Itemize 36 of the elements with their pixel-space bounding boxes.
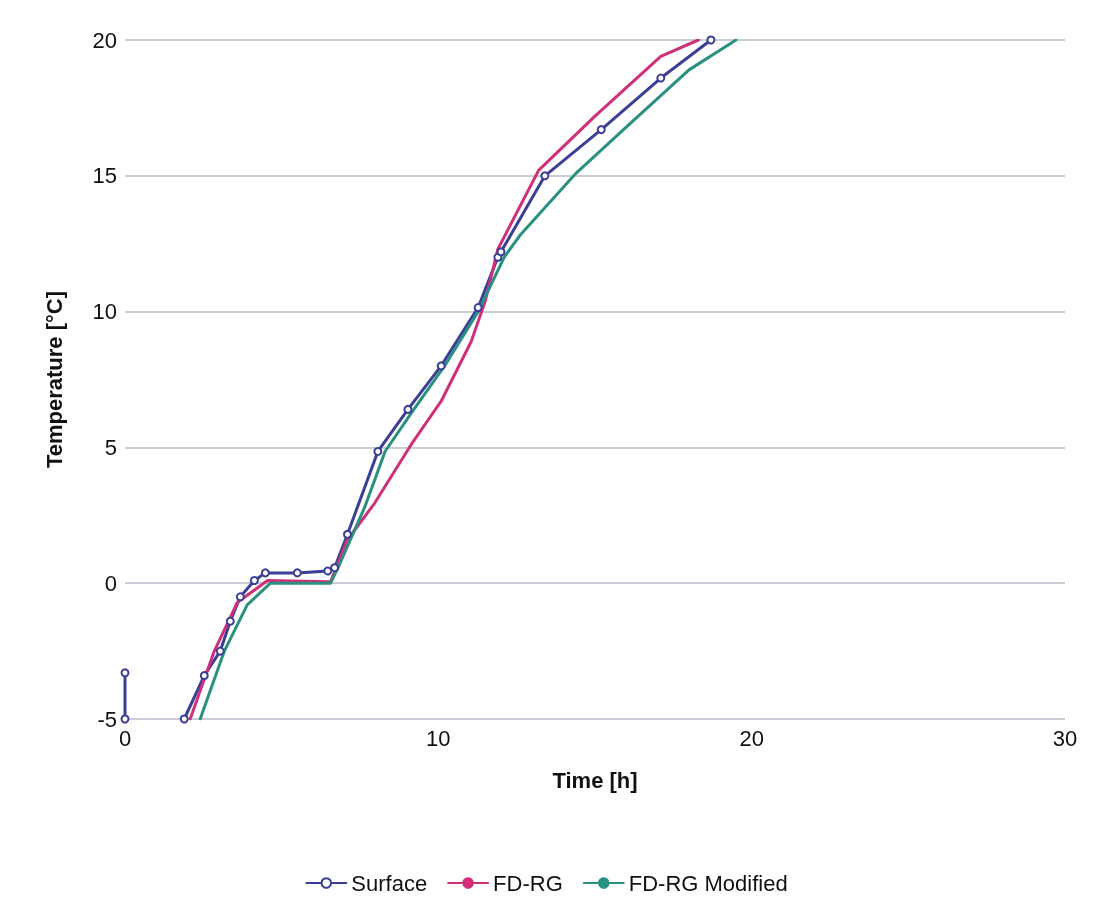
y-tick-label: 20 (92, 27, 117, 53)
legend-label: FD-RG Modified (628, 870, 788, 896)
point (323, 566, 333, 576)
point (706, 35, 716, 45)
legend-label: FD-RG (493, 870, 563, 896)
x-tick-label: 10 (426, 725, 451, 751)
x-axis-title: Time [h] (552, 767, 638, 793)
point (656, 73, 666, 83)
point (249, 575, 259, 585)
point (215, 646, 225, 656)
x-tick-label: 30 (1052, 725, 1078, 751)
point (342, 529, 352, 539)
point (373, 446, 383, 456)
point (179, 714, 189, 724)
point (292, 568, 302, 578)
point (330, 563, 340, 573)
y-tick-label: 5 (104, 434, 117, 460)
point (436, 361, 446, 371)
point (120, 668, 130, 678)
point (473, 303, 483, 313)
point (496, 247, 506, 257)
point (540, 171, 550, 181)
point (199, 671, 209, 681)
point (235, 592, 245, 602)
point (225, 616, 235, 626)
y-tick-label: 10 (92, 299, 117, 325)
point (596, 125, 606, 135)
y-tick-label: 0 (104, 570, 117, 596)
y-tick-label: 15 (92, 163, 117, 189)
x-tick-label: 20 (739, 725, 764, 751)
point (403, 404, 413, 414)
y-tick-label: -5 (97, 706, 117, 732)
point (260, 568, 270, 578)
legend-label: Surface (351, 870, 428, 896)
point (120, 714, 130, 724)
y-axis-title: Temperature [°C] (41, 290, 67, 469)
